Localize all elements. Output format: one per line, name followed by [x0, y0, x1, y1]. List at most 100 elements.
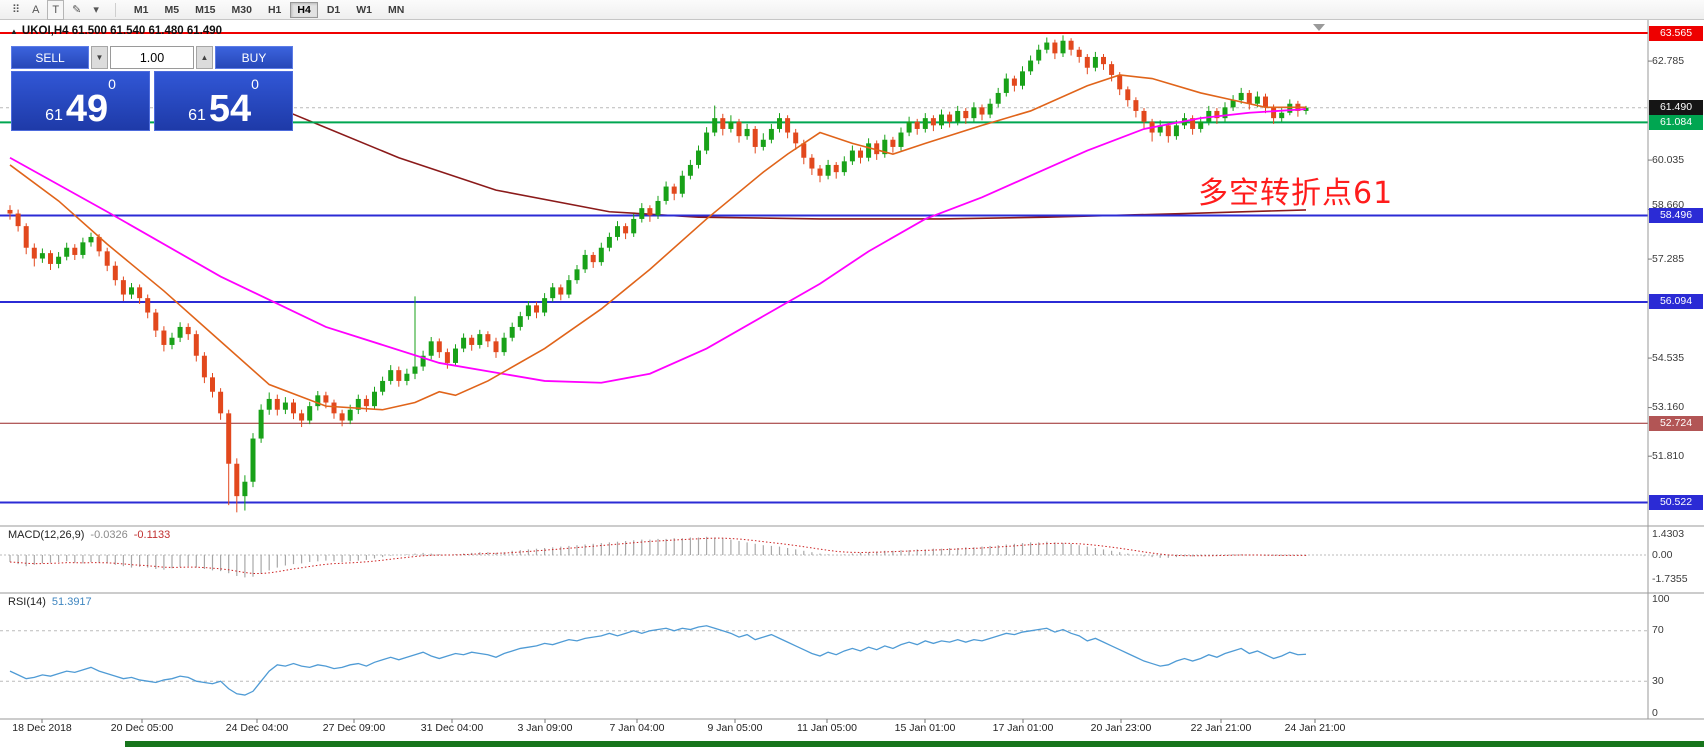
buy-price-display[interactable]: 61 54 0	[154, 71, 293, 131]
candle-body	[1076, 49, 1082, 57]
candle-body	[315, 395, 321, 407]
candle-body	[736, 121, 742, 137]
candle-body	[250, 438, 256, 482]
rsi-line	[9, 625, 1307, 696]
sell-button[interactable]: SELL	[11, 46, 89, 69]
candle-body	[1003, 78, 1009, 93]
candle-body	[963, 110, 969, 119]
time-label: 24 Dec 04:00	[225, 722, 289, 734]
ma-fast-orange	[9, 74, 1306, 411]
price-badge-61.490: 61.490	[1649, 100, 1703, 116]
tf-button-H1[interactable]: H1	[267, 3, 282, 16]
candle-body	[582, 254, 588, 270]
candle-body	[1190, 118, 1196, 129]
symbol-text: UKOI,H4 61.500 61.540 61.480 61.490	[21, 25, 223, 37]
candle-body	[590, 254, 596, 263]
candle-body	[809, 157, 815, 169]
rsi-name: RSI(14)	[8, 596, 46, 608]
candle-body	[145, 298, 151, 313]
rsi-scale-100: 100	[1652, 592, 1670, 605]
volume-input[interactable]: 1.00	[110, 46, 194, 69]
time-label: 11 Jan 05:00	[797, 722, 857, 734]
candle-body	[307, 406, 313, 421]
candle-body	[550, 287, 556, 299]
candle-body	[469, 337, 475, 345]
tf-button-M5[interactable]: M5	[164, 3, 180, 16]
candle-body	[687, 164, 693, 176]
macd-signal-value: -0.1133	[133, 529, 171, 541]
candle-body	[461, 337, 467, 349]
candle-body	[1133, 100, 1139, 111]
time-label: 20 Jan 23:00	[1090, 722, 1152, 734]
volume-decrease-button[interactable]: ▼	[91, 46, 108, 69]
status-strip	[125, 741, 1704, 747]
candle-body	[161, 330, 167, 345]
candle-body	[1020, 71, 1025, 86]
candle-body	[477, 334, 483, 345]
price-badge-61.084: 61.084	[1649, 114, 1703, 130]
candle-body	[104, 251, 110, 266]
candle-body	[501, 337, 507, 353]
tf-button-MN[interactable]: MN	[388, 3, 405, 16]
drawing-tools-group: ⠿ A T ✎ ▾	[6, 0, 105, 20]
time-label: 3 Jan 09:00	[517, 722, 573, 734]
macd-name: MACD(12,26,9)	[8, 529, 85, 541]
candle-body	[323, 395, 329, 403]
candle-body	[1125, 89, 1131, 101]
candle-body	[23, 226, 29, 248]
candle-body	[1230, 100, 1236, 108]
text-label-tool-icon[interactable]: A	[32, 3, 40, 16]
candle-body	[817, 168, 823, 176]
candle-body	[801, 143, 807, 158]
text-box-tool-icon[interactable]: T	[47, 0, 65, 20]
dropdown-caret-icon[interactable]: ▾	[93, 3, 99, 16]
candle-body	[7, 209, 13, 214]
candle-body	[639, 208, 645, 219]
ma-slow-magenta	[9, 108, 1307, 384]
candle-body	[939, 114, 944, 126]
toolbar: ⠿ A T ✎ ▾ M1 M5 M15 M30 H1 H4 D1 W1 MN	[0, 0, 1704, 20]
price-badge-52.724: 52.724	[1649, 415, 1703, 431]
candle-body	[363, 398, 369, 407]
price-badge-50.522: 50.522	[1649, 495, 1703, 511]
tf-button-M15[interactable]: M15	[195, 3, 216, 16]
candle-body	[331, 402, 337, 414]
candle-body	[679, 175, 685, 194]
buy-button[interactable]: BUY	[215, 46, 293, 69]
candle-body	[534, 305, 539, 313]
candle-body	[833, 164, 839, 173]
volume-increase-button[interactable]: ▲	[196, 46, 213, 69]
candle-body	[299, 413, 305, 421]
candle-body	[388, 370, 394, 381]
candle-body	[88, 236, 94, 243]
candle-body	[1271, 107, 1277, 119]
candle-body	[412, 366, 418, 374]
candle-body	[947, 114, 953, 122]
candle-body	[712, 118, 718, 133]
rsi-scale-0: 0	[1652, 706, 1658, 719]
candle-body	[218, 391, 224, 414]
time-label: 18 Dec 2018	[12, 722, 72, 734]
candle-body	[444, 352, 450, 363]
tf-button-M1[interactable]: M1	[133, 3, 149, 16]
tf-button-D1[interactable]: D1	[326, 3, 341, 16]
candle-body	[760, 139, 766, 147]
candle-body	[64, 247, 70, 257]
tf-button-M30[interactable]: M30	[231, 3, 252, 16]
candle-body	[655, 200, 661, 216]
candle-body	[517, 316, 523, 327]
candle-body	[671, 186, 677, 194]
candle-body	[72, 247, 78, 255]
draw-tools-icon[interactable]: ✎	[72, 3, 82, 16]
tf-button-H4[interactable]: H4	[290, 1, 318, 18]
candle-body	[1214, 110, 1220, 119]
crosshair-tool-icon[interactable]: ⠿	[12, 3, 21, 16]
sell-price-display[interactable]: 61 49 0	[11, 71, 150, 131]
tf-button-W1[interactable]: W1	[356, 3, 373, 16]
chart-shift-marker	[1313, 24, 1325, 31]
rsi-scale-30: 30	[1652, 674, 1664, 687]
candle-body	[347, 409, 353, 421]
price-badge-63.565: 63.565	[1649, 25, 1703, 41]
macd-indicator-label: MACD(12,26,9) -0.0326 -0.1133	[8, 529, 170, 541]
